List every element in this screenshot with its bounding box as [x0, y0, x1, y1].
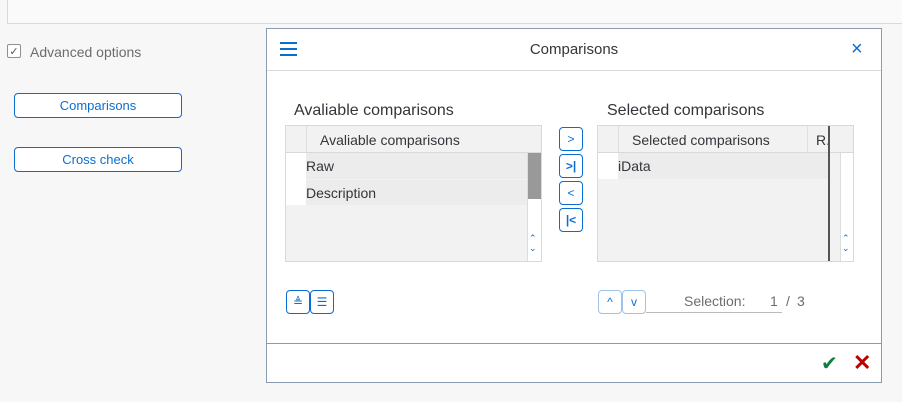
r-column-header[interactable]: R.: [816, 132, 830, 148]
comparisons-button[interactable]: Comparisons: [14, 93, 182, 118]
close-icon[interactable]: ×: [851, 38, 863, 60]
selection-total: 3: [797, 293, 805, 309]
scroll-arrows-icon: ⌃ ⌄: [842, 233, 850, 253]
move-down-button[interactable]: v: [622, 290, 646, 314]
comparisons-dialog: Comparisons × Avaliable comparisons Aval…: [266, 28, 882, 383]
cross-check-button[interactable]: Cross check: [14, 147, 182, 172]
menu-icon[interactable]: [280, 42, 297, 56]
list-item[interactable]: Raw: [286, 153, 527, 179]
move-all-right-button[interactable]: >|: [559, 154, 583, 178]
move-up-button[interactable]: ^: [598, 290, 622, 314]
scrollbar[interactable]: ⌃ ⌄: [527, 153, 541, 261]
cancel-x-icon[interactable]: ✕: [853, 350, 872, 375]
sort-descending-button[interactable]: ☰: [310, 290, 334, 314]
selection-label: Selection:: [684, 293, 746, 309]
list-item[interactable]: Description: [286, 179, 527, 205]
selected-header: Selected comparisons R.: [598, 126, 853, 153]
selection-current: 1: [770, 293, 778, 309]
move-right-button[interactable]: >: [559, 127, 583, 151]
available-title: Avaliable comparisons: [294, 102, 454, 119]
selection-separator: /: [786, 293, 790, 309]
available-table: Avaliable comparisons Raw Description ⌃ ⌄: [285, 125, 542, 262]
sort-ascending-button[interactable]: ≜: [286, 290, 310, 314]
selected-table: Selected comparisons R. iData ⌃ ⌄: [597, 125, 854, 262]
scroll-arrows-icon: ⌃ ⌄: [529, 233, 537, 253]
advanced-options-label: Advanced options: [30, 44, 142, 60]
available-header: Avaliable comparisons: [286, 126, 541, 153]
ok-check-icon[interactable]: ✔: [821, 353, 838, 375]
selected-column-header[interactable]: Selected comparisons: [632, 132, 770, 148]
list-item[interactable]: iData: [598, 153, 829, 179]
top-bar: [7, 0, 902, 24]
available-column-header[interactable]: Avaliable comparisons: [320, 132, 460, 148]
selected-title: Selected comparisons: [607, 102, 765, 119]
move-left-button[interactable]: <: [559, 181, 583, 205]
dialog-header: Comparisons ×: [267, 29, 881, 71]
dialog-title: Comparisons: [529, 41, 619, 58]
column-divider: [828, 126, 830, 261]
advanced-options-checkbox[interactable]: ✓: [7, 44, 21, 58]
move-all-left-button[interactable]: |<: [559, 208, 583, 232]
scrollbar[interactable]: ⌃ ⌄: [840, 153, 853, 261]
